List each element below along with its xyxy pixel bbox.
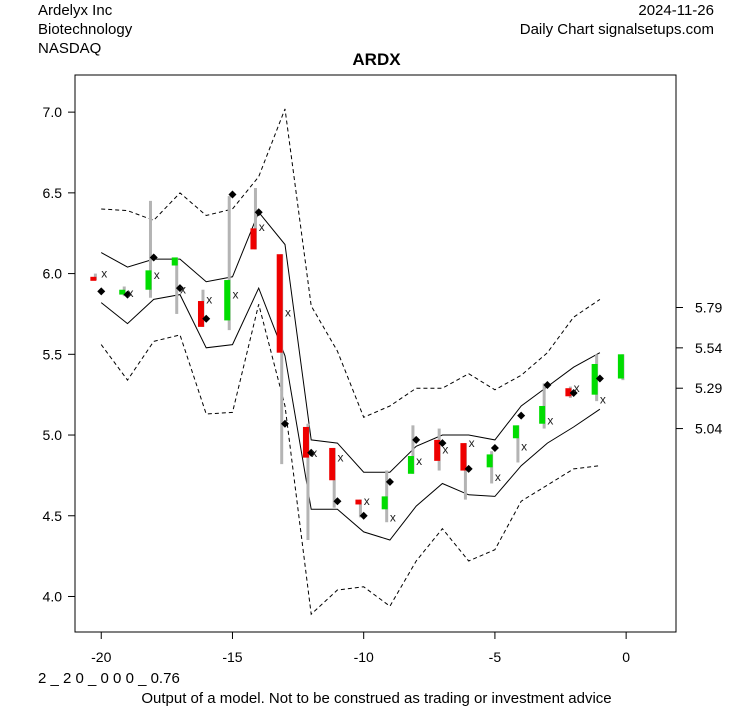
candle-body-down [90,276,97,281]
cross-marker: x [311,446,317,460]
x-tick-label: -20 [91,649,111,665]
candle-body-down [434,439,441,461]
inner-band-upper-line [100,211,601,473]
chart-title: ARDX [352,50,401,69]
chart-date: 2024-11-26 [638,2,714,19]
cross-marker: x [101,267,107,281]
candle-body-up [591,363,598,395]
candle-body-down [302,426,309,458]
cross-marker: x [390,510,396,524]
diamond-marker [149,253,158,262]
disclaimer: Output of a model. Not to be construed a… [141,690,612,707]
diamond-marker [412,435,421,444]
model-code: 2 _ 2 0 _ 0 0 0 _ 0.76 [38,670,180,687]
candle-body-down [355,499,362,505]
cross-marker: x [416,454,422,468]
cross-marker: x [232,288,238,302]
x-tick-label: -10 [354,649,374,665]
cross-marker: x [574,381,580,395]
diamond-marker [438,439,447,448]
diamond-marker [202,314,211,323]
candle-body-down [250,228,257,250]
cross-marker: x [337,451,343,465]
cross-marker: x [521,439,527,453]
candle-body-up [224,280,231,321]
y-tick-label: 7.0 [43,104,63,120]
candle-body-up [171,257,178,266]
cross-marker: x [600,393,606,407]
cross-marker: x [154,268,160,282]
candle-body-up [486,454,493,468]
cross-marker: x [180,283,186,297]
diamond-marker [123,290,132,299]
right-tick-label: 5.04 [695,421,722,437]
candle-body-down [565,388,572,397]
outer-band-lower-line [100,304,600,616]
right-tick-label: 5.54 [695,340,722,356]
candle-body-up [539,405,546,424]
diamond-marker [359,511,368,520]
candle-body-up [407,456,414,474]
cross-marker: x [547,414,553,428]
cross-marker: x [469,436,475,450]
candle-body-up [381,496,388,510]
diamond-marker [385,477,394,486]
x-tick-label: -15 [222,649,242,665]
x-tick-label: -5 [489,649,502,665]
candle-body-down [276,254,283,353]
cross-marker: x [259,220,265,234]
inner-band-lower-line [100,286,601,541]
candle-body-down [197,301,204,327]
y-tick-label: 6.5 [43,185,63,201]
chart-source: Daily Chart signalsetups.com [519,21,714,38]
y-tick-label: 5.0 [43,427,63,443]
cross-marker: x [127,286,133,300]
plot-frame [74,74,677,633]
y-tick-label: 4.0 [43,588,63,604]
outer-band-upper-line [101,108,601,418]
sector-label: Biotechnology [38,21,133,38]
y-tick-label: 6.0 [43,266,63,282]
candle-body-down [329,447,336,481]
right-tick-label: 5.29 [695,380,722,396]
diamond-marker [280,419,289,428]
diamond-marker [97,287,106,296]
candle-body-up [119,289,126,295]
diamond-marker [228,190,237,199]
cross-marker: x [364,494,370,508]
cross-marker: x [206,292,212,306]
candle-body-up [512,425,519,439]
candle-body-up [617,354,624,379]
diamond-marker [569,389,578,398]
cross-marker: x [285,305,291,319]
diamond-marker [595,374,604,383]
candle-body-down [460,443,467,471]
right-tick-label: 5.79 [695,299,722,315]
exchange-label: NASDAQ [38,40,102,57]
diamond-marker [490,443,499,452]
candle-body-up [145,270,152,290]
diamond-marker [254,208,263,217]
diamond-marker [517,411,526,420]
diamond-marker [307,448,316,457]
cross-marker: x [495,470,501,484]
y-tick-label: 5.5 [43,346,63,362]
y-tick-label: 4.5 [43,508,63,524]
cross-marker: x [442,443,448,457]
diamond-marker [175,284,184,293]
diamond-marker [333,497,342,506]
x-tick-label: 0 [622,649,630,665]
diamond-marker [464,464,473,473]
diamond-marker [543,380,552,389]
company-name: Ardelyx Inc [38,2,113,19]
